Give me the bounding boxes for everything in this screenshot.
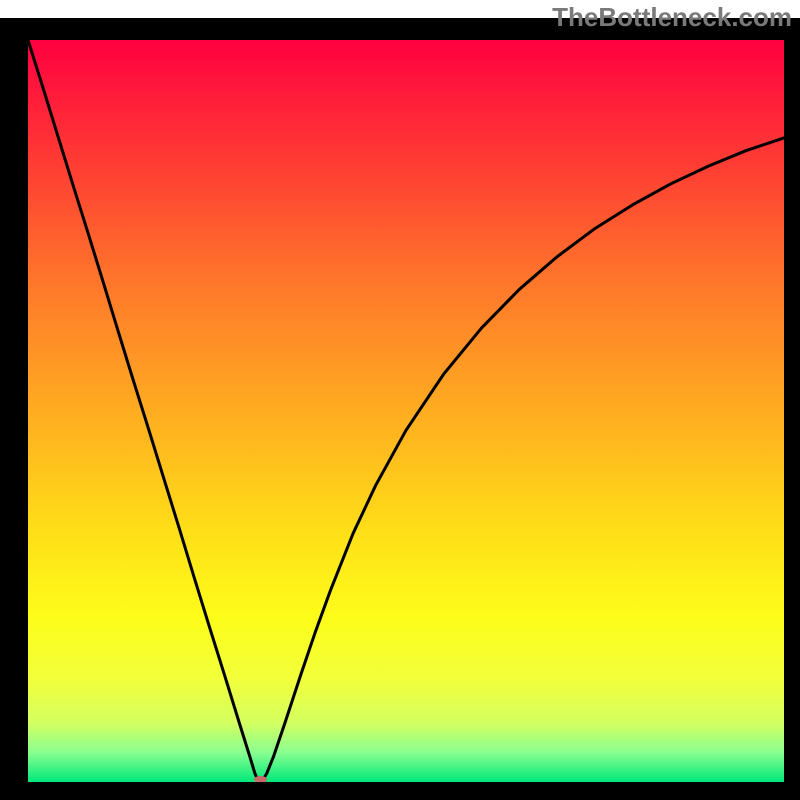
bottleneck-curve [28, 40, 784, 782]
chart-container: { "canvas": { "width": 800, "height": 80… [0, 0, 800, 800]
plot-area [28, 40, 784, 782]
watermark-text: TheBottleneck.com [552, 2, 792, 33]
optimal-point-marker [254, 776, 267, 782]
